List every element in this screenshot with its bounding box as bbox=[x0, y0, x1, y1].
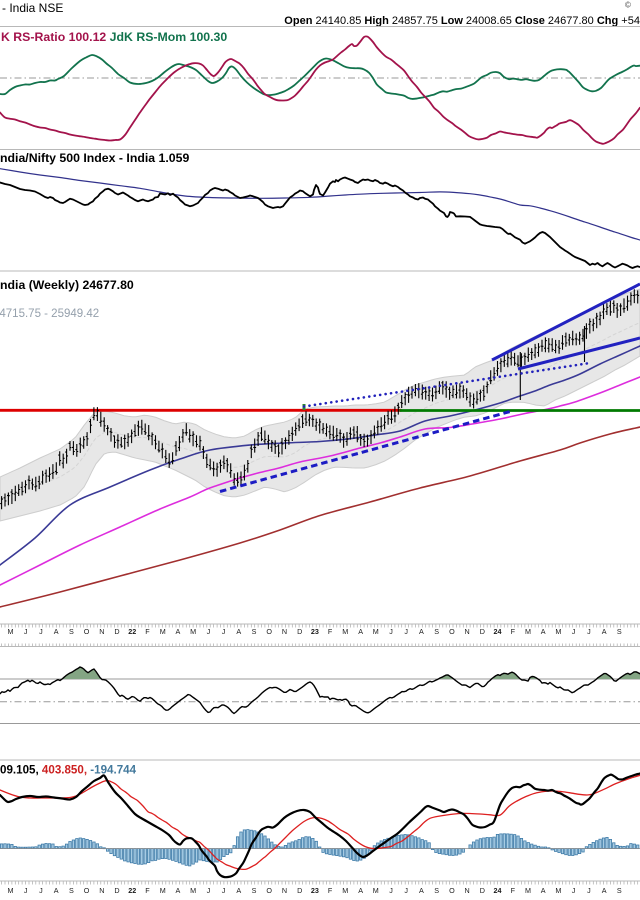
svg-text:D: D bbox=[114, 886, 119, 895]
svg-text:- India NSE: - India NSE bbox=[2, 1, 63, 15]
svg-text:J: J bbox=[572, 627, 576, 636]
svg-text:M: M bbox=[555, 627, 561, 636]
svg-text:N: N bbox=[99, 886, 104, 895]
svg-text:S: S bbox=[69, 886, 74, 895]
svg-text:ndia/Nifty 500 Index - India 1: ndia/Nifty 500 Index - India 1.059 bbox=[0, 151, 189, 165]
svg-text:J: J bbox=[39, 627, 43, 636]
svg-text:Open 24140.85 High 24857.75 Lo: Open 24140.85 High 24857.75 Low 24008.65… bbox=[284, 15, 640, 27]
svg-text:M: M bbox=[525, 627, 531, 636]
svg-text:23: 23 bbox=[311, 886, 319, 895]
svg-text:K RS-Ratio 100.12 JdK RS-Mom 1: K RS-Ratio 100.12 JdK RS-Mom 100.30 bbox=[1, 30, 227, 44]
svg-text:M: M bbox=[8, 886, 14, 895]
svg-text:A: A bbox=[541, 886, 546, 895]
svg-text:A: A bbox=[602, 886, 607, 895]
svg-text:A: A bbox=[419, 886, 424, 895]
svg-text:F: F bbox=[328, 627, 333, 636]
svg-text:F: F bbox=[145, 627, 150, 636]
svg-text:J: J bbox=[389, 627, 393, 636]
svg-text:09.105, 403.850, -194.744: 09.105, 403.850, -194.744 bbox=[0, 764, 137, 777]
svg-text:ndia (Weekly) 24677.80: ndia (Weekly) 24677.80 bbox=[0, 278, 134, 292]
svg-text:M: M bbox=[190, 886, 196, 895]
svg-text:A: A bbox=[358, 627, 363, 636]
svg-text:A: A bbox=[602, 627, 607, 636]
svg-text:A: A bbox=[176, 627, 181, 636]
svg-text:©: © bbox=[625, 1, 631, 10]
svg-text:J: J bbox=[404, 886, 408, 895]
svg-text:M: M bbox=[555, 886, 561, 895]
svg-text:O: O bbox=[449, 627, 455, 636]
svg-text:O: O bbox=[84, 886, 90, 895]
svg-text:A: A bbox=[541, 627, 546, 636]
svg-text:23: 23 bbox=[311, 627, 319, 636]
svg-text:N: N bbox=[99, 627, 104, 636]
svg-text:N: N bbox=[282, 627, 287, 636]
svg-text:A: A bbox=[236, 886, 241, 895]
svg-text:D: D bbox=[480, 627, 485, 636]
svg-text:M: M bbox=[342, 886, 348, 895]
svg-text:A: A bbox=[419, 627, 424, 636]
svg-text:J: J bbox=[222, 627, 226, 636]
svg-text:J: J bbox=[389, 886, 393, 895]
svg-text:J: J bbox=[222, 886, 226, 895]
svg-text:D: D bbox=[480, 886, 485, 895]
svg-text:M: M bbox=[525, 886, 531, 895]
svg-text:S: S bbox=[69, 627, 74, 636]
svg-text:M: M bbox=[342, 627, 348, 636]
svg-text:O: O bbox=[266, 886, 272, 895]
svg-text:O: O bbox=[449, 886, 455, 895]
svg-text:M: M bbox=[8, 627, 14, 636]
svg-text:F: F bbox=[511, 627, 516, 636]
svg-text:F: F bbox=[511, 886, 516, 895]
svg-text:A: A bbox=[176, 886, 181, 895]
svg-text:J: J bbox=[587, 886, 591, 895]
svg-text:J: J bbox=[207, 627, 211, 636]
svg-text:N: N bbox=[282, 886, 287, 895]
svg-text:S: S bbox=[617, 627, 622, 636]
svg-text:F: F bbox=[328, 886, 333, 895]
svg-text:D: D bbox=[114, 627, 119, 636]
svg-text:M: M bbox=[373, 627, 379, 636]
svg-text:J: J bbox=[404, 627, 408, 636]
svg-text:N: N bbox=[464, 886, 469, 895]
svg-text:O: O bbox=[266, 627, 272, 636]
svg-text:A: A bbox=[54, 886, 59, 895]
svg-text:A: A bbox=[54, 627, 59, 636]
svg-text:24: 24 bbox=[494, 627, 502, 636]
svg-text:M: M bbox=[160, 627, 166, 636]
svg-text:J: J bbox=[572, 886, 576, 895]
svg-text:D: D bbox=[297, 886, 302, 895]
svg-text:22: 22 bbox=[128, 627, 136, 636]
svg-text:J: J bbox=[39, 886, 43, 895]
svg-text:J: J bbox=[207, 886, 211, 895]
svg-text:F: F bbox=[145, 886, 150, 895]
svg-text:A: A bbox=[236, 627, 241, 636]
svg-text:S: S bbox=[434, 627, 439, 636]
svg-text:S: S bbox=[434, 886, 439, 895]
svg-text:22: 22 bbox=[128, 886, 136, 895]
svg-text:J: J bbox=[24, 627, 28, 636]
svg-text:O: O bbox=[84, 627, 90, 636]
svg-text:S: S bbox=[252, 627, 257, 636]
svg-text:J: J bbox=[587, 627, 591, 636]
svg-text:J: J bbox=[24, 886, 28, 895]
svg-text:S: S bbox=[252, 886, 257, 895]
svg-text:D: D bbox=[297, 627, 302, 636]
svg-text:M: M bbox=[373, 886, 379, 895]
svg-text:M: M bbox=[190, 627, 196, 636]
svg-text:S: S bbox=[617, 886, 622, 895]
svg-text:A: A bbox=[358, 886, 363, 895]
svg-text:N: N bbox=[464, 627, 469, 636]
svg-text:24: 24 bbox=[494, 886, 502, 895]
svg-text:24715.75 - 25949.42: 24715.75 - 25949.42 bbox=[0, 308, 99, 320]
svg-text:M: M bbox=[160, 886, 166, 895]
